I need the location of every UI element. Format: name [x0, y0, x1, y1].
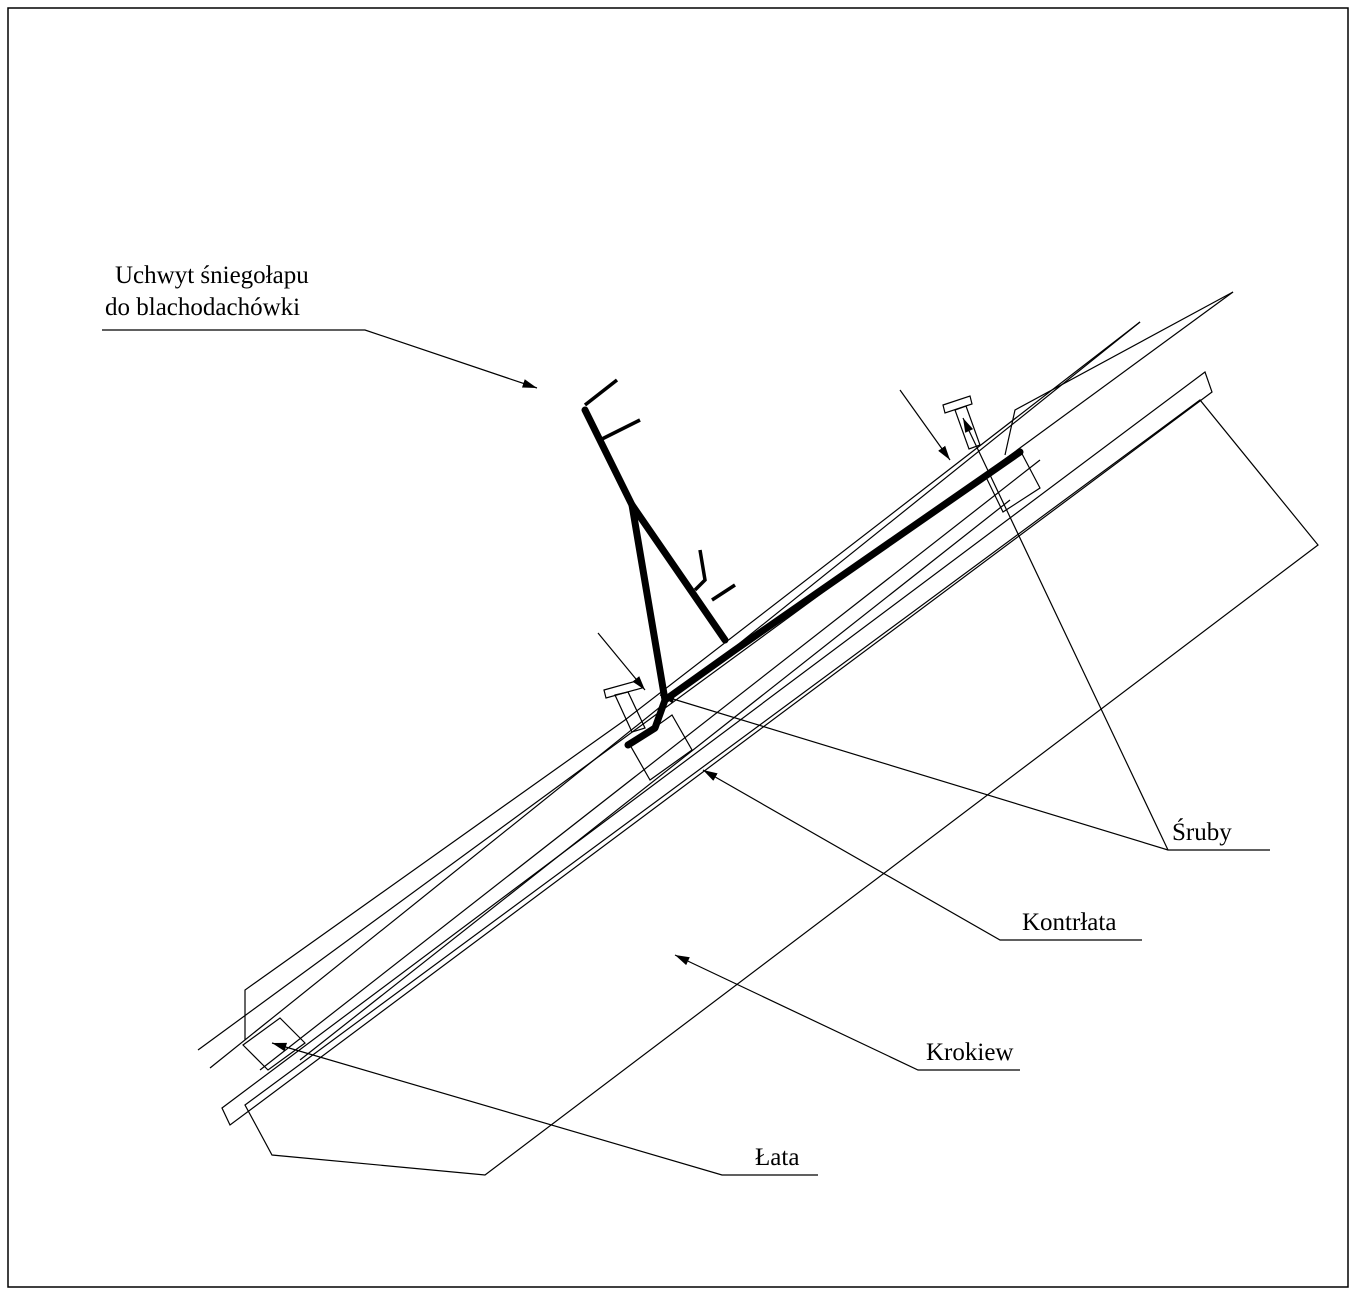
leaders [102, 329, 1270, 1176]
label: Kontrłata [1022, 909, 1116, 936]
label: Krokiew [926, 1039, 1013, 1066]
counter-batten [221, 371, 1213, 1126]
roof-tile-lines [197, 291, 1234, 1071]
label: Uchwyt śniegołapu [115, 262, 309, 289]
label: do blachodachówki [105, 294, 300, 321]
label: Łata [755, 1144, 799, 1171]
frame [7, 7, 1349, 1288]
snow-guard-bracket [581, 378, 1024, 749]
label: Śruby [1172, 818, 1232, 846]
rafter [244, 399, 1319, 1176]
